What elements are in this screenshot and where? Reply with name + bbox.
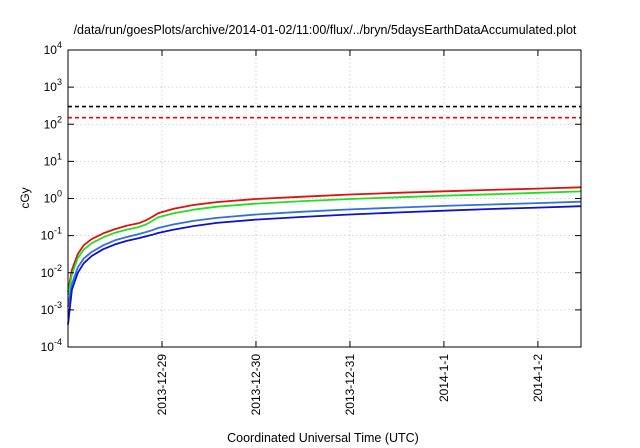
y-tick-label: 101 xyxy=(44,151,62,168)
x-axis-label: Coordinated Universal Time (UTC) xyxy=(227,431,419,445)
series-line xyxy=(67,200,582,308)
y-tick-exponent: -3 xyxy=(54,300,62,310)
x-axis-ticks: 2013-12-29 2013-12-30 2013-12-31 2014-1-1 20… xyxy=(155,50,545,415)
x-tick-label: 2014-1-1 xyxy=(437,354,451,402)
x-tick-label: 2013-12-30 xyxy=(249,354,263,416)
y-tick-exponent: 0 xyxy=(57,189,62,199)
y-tick-exponent: -4 xyxy=(54,337,62,347)
chart-title: /data/run/goesPlots/archive/2014-01-02/1… xyxy=(74,23,577,37)
y-tick-label: 10-4 xyxy=(41,337,62,354)
y-tick-label: 103 xyxy=(44,77,62,94)
y-tick-label: 10-3 xyxy=(41,300,62,317)
y-tick-exponent: 1 xyxy=(57,151,62,161)
series-line xyxy=(67,186,582,293)
series-line xyxy=(67,190,582,296)
y-tick-label: 100 xyxy=(44,189,62,206)
grid xyxy=(68,50,581,347)
x-tick-label: 2014-1-2 xyxy=(531,354,545,402)
series-lines xyxy=(67,186,582,325)
y-tick-exponent: 2 xyxy=(57,114,62,124)
y-tick-exponent: 4 xyxy=(57,40,62,50)
series-line xyxy=(67,205,582,325)
threshold-lines xyxy=(68,105,581,119)
y-tick-exponent: -1 xyxy=(54,226,62,236)
y-tick-label: 10-2 xyxy=(41,263,62,280)
x-tick-label: 2013-12-31 xyxy=(343,354,357,416)
y-axis-label: cGy xyxy=(18,187,32,208)
y-tick-exponent: -2 xyxy=(54,263,62,273)
y-tick-exponent: 3 xyxy=(57,77,62,87)
y-tick-label: 102 xyxy=(44,114,62,131)
y-tick-label: 104 xyxy=(44,40,62,57)
x-tick-label: 2013-12-29 xyxy=(155,354,169,416)
y-tick-label: 10-1 xyxy=(41,226,62,243)
